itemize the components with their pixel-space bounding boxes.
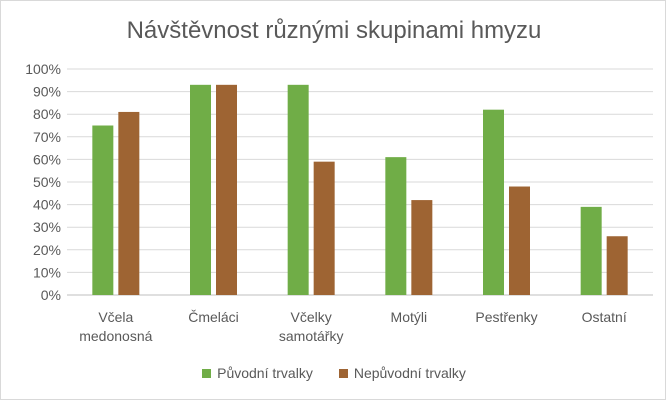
bar-nepuvodni xyxy=(606,236,628,295)
legend: Původní trvalky Nepůvodní trvalky xyxy=(1,365,666,381)
x-tick-label: medonosná xyxy=(79,328,152,344)
bar-nepuvodni xyxy=(411,200,433,295)
bar-nepuvodni xyxy=(313,161,335,295)
bar-puvodni xyxy=(92,125,114,295)
y-tick-label: 70% xyxy=(33,129,61,145)
x-tick-label: Pestřenky xyxy=(475,309,537,325)
legend-swatch-puvodni xyxy=(202,368,212,378)
legend-swatch-nepuvodni xyxy=(338,368,348,378)
x-tick-label: Čmeláci xyxy=(188,309,239,325)
legend-item-nepuvodni: Nepůvodní trvalky xyxy=(338,365,466,381)
y-tick-label: 80% xyxy=(33,106,61,122)
chart-title: Návštěvnost různými skupinami hmyzu xyxy=(126,17,542,44)
legend-label-nepuvodni: Nepůvodní trvalky xyxy=(353,365,466,381)
bar-puvodni xyxy=(483,109,504,296)
bar-puvodni xyxy=(385,157,407,295)
y-tick-label: 90% xyxy=(33,84,61,100)
legend-label-puvodni: Původní trvalky xyxy=(217,365,313,381)
bar-puvodni xyxy=(287,84,309,295)
bar-nepuvodni xyxy=(118,111,140,295)
y-tick-label: 30% xyxy=(33,219,61,235)
y-tick-label: 50% xyxy=(33,174,61,190)
bar-puvodni xyxy=(190,84,211,295)
y-tick-label: 100% xyxy=(25,61,61,77)
x-tick-label: Ostatní xyxy=(582,309,627,325)
x-tick-label: Motýli xyxy=(391,309,428,325)
y-tick-label: 20% xyxy=(33,242,61,258)
y-tick-label: 10% xyxy=(33,264,61,280)
bar-nepuvodni xyxy=(509,186,530,295)
x-tick-label: samotářky xyxy=(279,328,344,344)
y-tick-label: 40% xyxy=(33,197,61,213)
legend-item-puvodni: Původní trvalky xyxy=(202,365,313,381)
y-tick-label: 0% xyxy=(41,287,61,303)
y-tick-label: 60% xyxy=(33,151,61,167)
bar-puvodni xyxy=(580,206,602,295)
bar-nepuvodni xyxy=(216,84,237,295)
x-tick-label: Včela xyxy=(98,309,133,325)
x-tick-label: Včelky xyxy=(291,309,332,325)
